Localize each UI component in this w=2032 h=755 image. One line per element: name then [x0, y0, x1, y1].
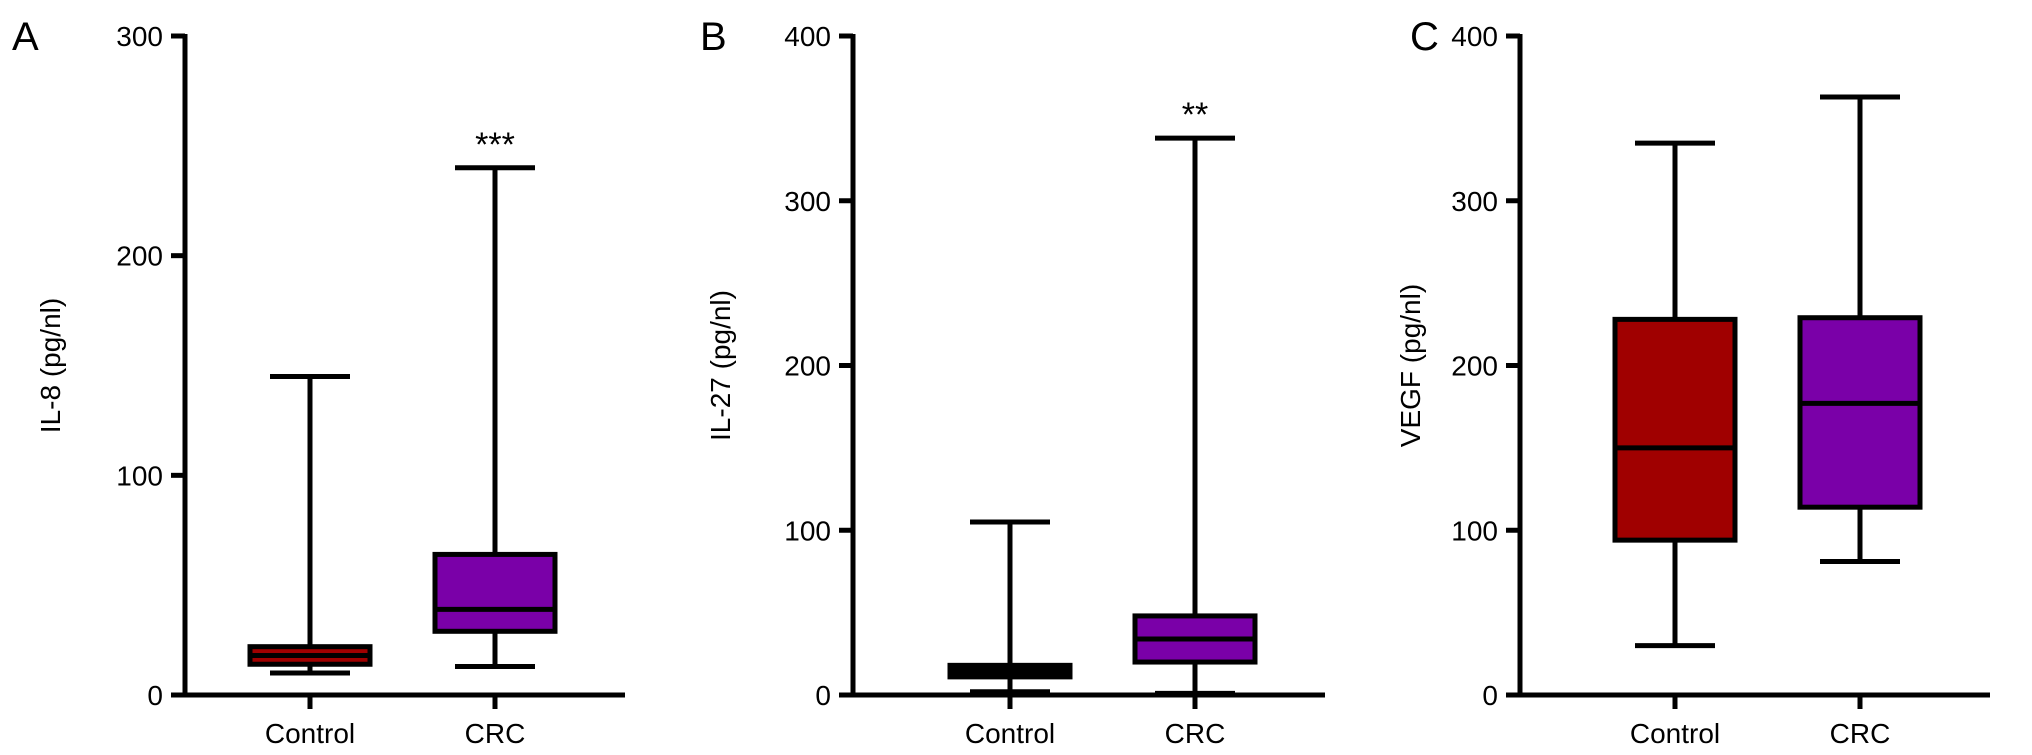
x-category-label: CRC [465, 718, 526, 749]
y-tick-label: 300 [116, 21, 163, 52]
x-category-label: Control [265, 718, 355, 749]
y-tick-label: 0 [815, 680, 831, 711]
box-crc: ** [1132, 96, 1258, 696]
x-category-label: Control [1630, 718, 1720, 749]
significance-marker: ** [1182, 96, 1208, 134]
iqr-box [432, 551, 558, 634]
y-tick-label: 200 [784, 351, 831, 382]
box-crc: *** [432, 126, 558, 669]
y-axis-title: IL-27 (pg/nl) [705, 290, 736, 441]
chart-panel-b: B 0 100 200 300 400 IL-27 (pg/nl) Control CRC ** [700, 15, 1325, 749]
box-control [247, 373, 373, 676]
iqr-box [1797, 315, 1923, 510]
box-control [1612, 140, 1738, 649]
x-category-label: Control [965, 718, 1055, 749]
y-tick-label: 100 [784, 515, 831, 546]
y-tick-label: 400 [1451, 21, 1498, 52]
chart-panel-c: C 0 100 200 300 400 VEGF (pg/nl) Control CRC [1395, 15, 1990, 749]
y-tick-label: 300 [1451, 186, 1498, 217]
y-tick-label: 0 [147, 680, 163, 711]
y-tick-label: 200 [1451, 351, 1498, 382]
y-tick-label: 400 [784, 21, 831, 52]
y-tick-label: 200 [116, 241, 163, 272]
panel-letter: B [700, 15, 727, 59]
y-tick-label: 300 [784, 186, 831, 217]
significance-marker: *** [475, 126, 515, 164]
y-axis-title: VEGF (pg/nl) [1395, 284, 1426, 447]
chart-panel-a: A 0 100 200 300 IL-8 (pg/nl) Control CRC *** [12, 15, 625, 749]
y-tick-label: 100 [116, 460, 163, 491]
iqr-box [1612, 316, 1738, 543]
x-category-label: CRC [1830, 718, 1891, 749]
y-tick-label: 0 [1482, 680, 1498, 711]
x-category-label: CRC [1165, 718, 1226, 749]
y-tick-label: 100 [1451, 515, 1498, 546]
panel-letter: A [12, 15, 39, 59]
box-crc [1797, 94, 1923, 565]
y-axis-title: IL-8 (pg/nl) [35, 298, 66, 433]
panel-letter: C [1410, 15, 1439, 59]
box-control [947, 519, 1073, 695]
